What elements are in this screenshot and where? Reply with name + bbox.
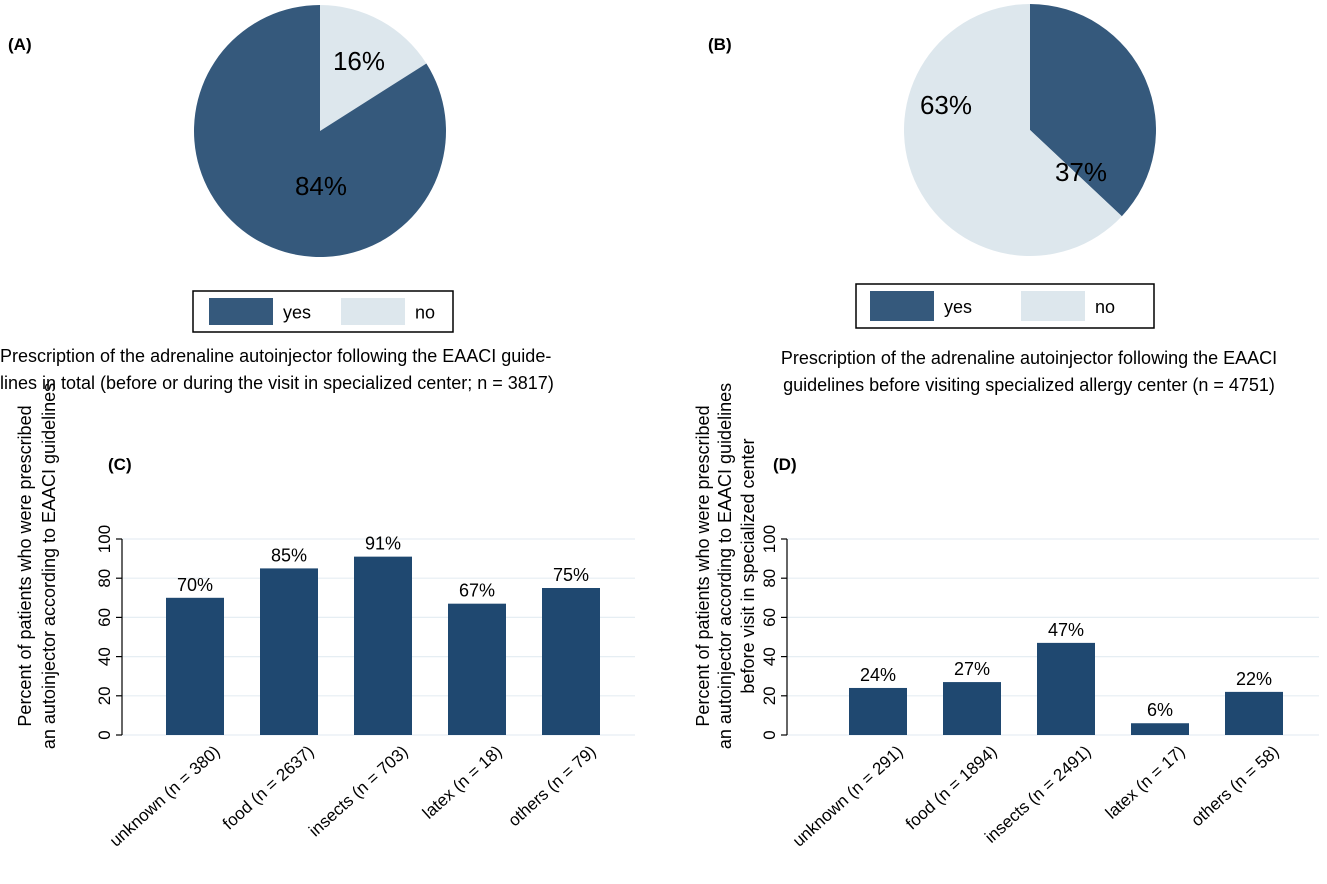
y-tick-label: 100: [760, 525, 779, 553]
bar-3: [1037, 642, 1095, 735]
legend-swatch-yes: [209, 298, 273, 325]
bar-value-label-5: 75%: [553, 565, 589, 585]
y-axis-label-line-3: before visit in specialized center: [738, 438, 758, 693]
legend-swatch-no: [341, 298, 405, 325]
legend-label-yes: yes: [283, 303, 311, 323]
bar-4: [1131, 723, 1189, 735]
y-tick-label: 0: [95, 730, 114, 739]
panel-b: (B) 37% 63% yes no Prescription of the adr…: [708, 4, 1277, 395]
bar-chart-d: 0 20 40 60 80 100 Percent of patients who were…: [693, 383, 1319, 851]
bar-5: [1225, 691, 1283, 735]
panel-c-label: (C): [108, 455, 132, 474]
y-tick-label: 0: [760, 730, 779, 739]
category-label-3: insects (n = 703): [305, 742, 411, 841]
panel-c: (C) 0 20 40 60 80 100 Percent of patients who …: [15, 383, 635, 851]
pie-a-caption-line-1: Prescription of the adrenaline autoinjec…: [0, 346, 551, 366]
bar-5: [542, 588, 600, 735]
legend-label-yes: yes: [944, 297, 972, 317]
category-label-4: latex (n = 18): [419, 742, 506, 823]
bar-value-label-3: 47%: [1048, 620, 1084, 640]
category-label-5: others (n = 79): [504, 742, 599, 830]
pie-b-caption-line-2: guidelines before visiting specialized a…: [783, 375, 1275, 395]
y-axis-label-line-2: an autoinjector according to EAACI guide…: [715, 383, 735, 749]
y-tick-label: 20: [95, 686, 114, 705]
panel-a: (A) 84% 16% yes no Prescription of the adr…: [0, 5, 554, 393]
bar-chart-c: 0 20 40 60 80 100 Percent of patients who were…: [15, 383, 635, 851]
bar-value-label-2: 27%: [954, 659, 990, 679]
bar-2: [943, 682, 1001, 735]
pie-slice-label-no: 63%: [920, 90, 972, 120]
bar-3: [354, 556, 412, 735]
legend-swatch-no: [1021, 291, 1085, 321]
legend-label-no: no: [1095, 297, 1115, 317]
legend-label-no: no: [415, 303, 435, 323]
bar-1: [166, 597, 224, 735]
y-tick-label: 40: [760, 647, 779, 666]
category-label-4: latex (n = 17): [1102, 742, 1189, 823]
pie-slice-label-yes: 84%: [295, 171, 347, 201]
pie-b: 37% 63%: [904, 4, 1157, 256]
pie-slice-no: [320, 5, 427, 131]
y-tick-label: 20: [760, 686, 779, 705]
category-label-5: others (n = 58): [1187, 742, 1282, 830]
y-tick-label: 60: [760, 608, 779, 627]
y-tick-label: 40: [95, 647, 114, 666]
pie-slice-yes: [1030, 4, 1157, 217]
bar-value-label-4: 67%: [459, 581, 495, 601]
category-label-1: unknown (n = 380): [106, 742, 224, 851]
pie-b-legend: yes no: [855, 283, 1155, 329]
pie-slice-label-no: 16%: [333, 46, 385, 76]
category-label-2: food (n = 2637): [219, 742, 318, 834]
panel-b-label: (B): [708, 35, 732, 54]
y-tick-label: 80: [95, 569, 114, 588]
bar-value-label-1: 24%: [860, 665, 896, 685]
bar-2: [260, 568, 318, 735]
pie-b-caption-line-1: Prescription of the adrenaline autoinjec…: [781, 348, 1277, 368]
y-tick-label: 100: [95, 525, 114, 553]
pie-a: 84% 16%: [194, 5, 447, 257]
category-label-2: food (n = 1894): [902, 742, 1001, 834]
pie-a-caption-line-2: lines in total (before or during the vis…: [0, 373, 554, 393]
panel-a-label: (A): [8, 35, 32, 54]
pie-slice-yes: [194, 5, 447, 257]
bar-value-label-2: 85%: [271, 545, 307, 565]
bar-value-label-1: 70%: [177, 575, 213, 595]
y-axis-label-line-1: Percent of patients who were prescribed: [15, 405, 35, 726]
pie-slice-label-yes: 37%: [1055, 157, 1107, 187]
y-axis-label-line-2: an autoinjector according to EAACI guide…: [39, 383, 59, 749]
bar-value-label-4: 6%: [1147, 700, 1173, 720]
pie-slice-no: [904, 4, 1122, 256]
legend-swatch-yes: [870, 291, 934, 321]
y-tick-label: 60: [95, 608, 114, 627]
panel-d: (D) 0 20 40 60 80 100 Percent of patients who …: [693, 383, 1319, 851]
y-axis-label-line-1: Percent of patients who were prescribed: [693, 405, 713, 726]
bar-1: [849, 687, 907, 735]
bar-value-label-5: 22%: [1236, 669, 1272, 689]
pie-a-legend: yes no: [192, 290, 454, 333]
bar-value-label-3: 91%: [365, 534, 401, 554]
category-label-1: unknown (n = 291): [789, 742, 907, 851]
bar-4: [448, 603, 506, 735]
y-tick-label: 80: [760, 569, 779, 588]
panel-d-label: (D): [773, 455, 797, 474]
